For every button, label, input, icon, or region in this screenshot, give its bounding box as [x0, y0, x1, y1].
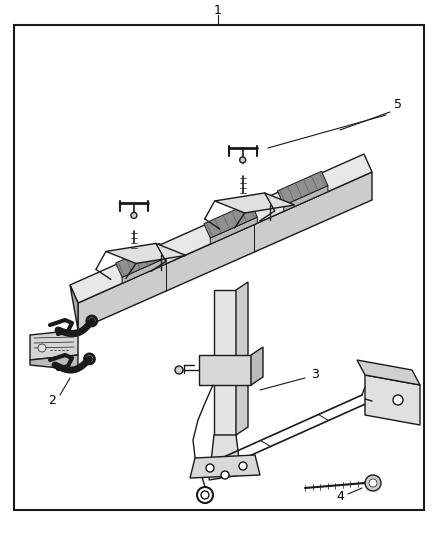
Polygon shape [30, 330, 78, 360]
Circle shape [221, 471, 229, 479]
Circle shape [131, 213, 137, 219]
Text: 1: 1 [214, 4, 222, 17]
Circle shape [239, 462, 247, 470]
Polygon shape [116, 243, 166, 277]
Circle shape [393, 395, 403, 405]
Polygon shape [106, 244, 186, 263]
Circle shape [38, 344, 46, 352]
Polygon shape [190, 455, 260, 478]
Polygon shape [122, 257, 166, 284]
Text: 2: 2 [48, 393, 56, 407]
Circle shape [240, 157, 246, 163]
Polygon shape [214, 290, 236, 435]
Polygon shape [357, 360, 420, 385]
Polygon shape [209, 435, 241, 480]
Polygon shape [199, 355, 251, 385]
Polygon shape [78, 172, 372, 330]
Circle shape [365, 475, 381, 491]
Polygon shape [251, 347, 263, 385]
Polygon shape [277, 171, 328, 205]
Circle shape [369, 479, 377, 487]
Text: 4: 4 [336, 490, 344, 504]
Polygon shape [30, 355, 78, 370]
Polygon shape [210, 217, 258, 244]
Circle shape [206, 464, 214, 472]
Text: 5: 5 [394, 99, 402, 111]
Circle shape [175, 366, 183, 374]
Text: 3: 3 [311, 368, 319, 382]
Polygon shape [70, 154, 372, 303]
Polygon shape [204, 203, 258, 238]
Polygon shape [284, 185, 328, 211]
Polygon shape [215, 193, 295, 213]
Polygon shape [365, 375, 420, 425]
Polygon shape [236, 282, 248, 435]
Polygon shape [70, 285, 78, 330]
